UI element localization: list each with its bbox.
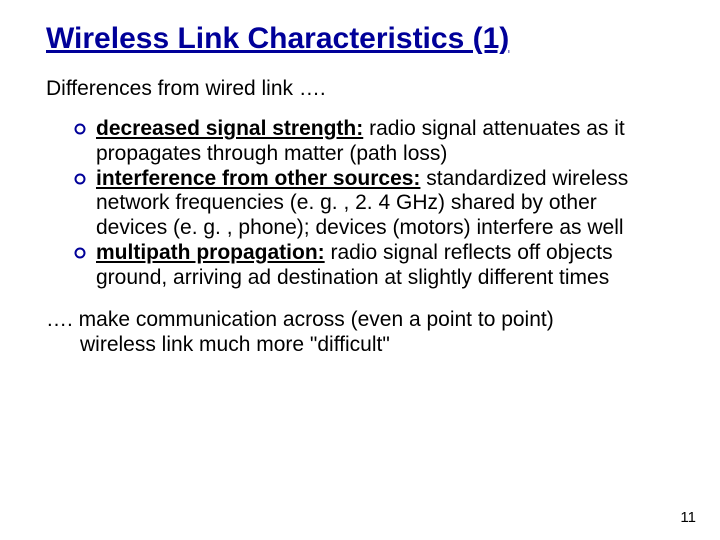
slide-title: Wireless Link Characteristics (1) [46, 22, 674, 55]
bullet-item: multipath propagation: radio signal refl… [74, 241, 670, 291]
footer-line-1: …. make communication across (even a poi… [46, 308, 554, 331]
bullet-text: decreased signal strength: radio signal … [96, 117, 670, 167]
slide: Wireless Link Characteristics (1) Differ… [0, 0, 720, 540]
bullet-list: decreased signal strength: radio signal … [74, 117, 670, 290]
bullet-text: interference from other sources: standar… [96, 167, 670, 241]
bullet-marker-icon [74, 117, 96, 167]
bullet-term: interference from other sources: [96, 167, 420, 190]
footer-line-2: wireless link much more "difficult" [80, 333, 674, 357]
page-number: 11 [680, 509, 696, 526]
footer-text: …. make communication across (even a poi… [46, 308, 674, 356]
bullet-marker-icon [74, 241, 96, 291]
bullet-marker-icon [74, 167, 96, 241]
bullet-term: decreased signal strength: [96, 117, 363, 140]
bullet-item: decreased signal strength: radio signal … [74, 117, 670, 167]
bullet-item: interference from other sources: standar… [74, 167, 670, 241]
bullet-term: multipath propagation: [96, 241, 325, 264]
bullet-text: multipath propagation: radio signal refl… [96, 241, 670, 291]
slide-subtitle: Differences from wired link …. [46, 77, 674, 101]
